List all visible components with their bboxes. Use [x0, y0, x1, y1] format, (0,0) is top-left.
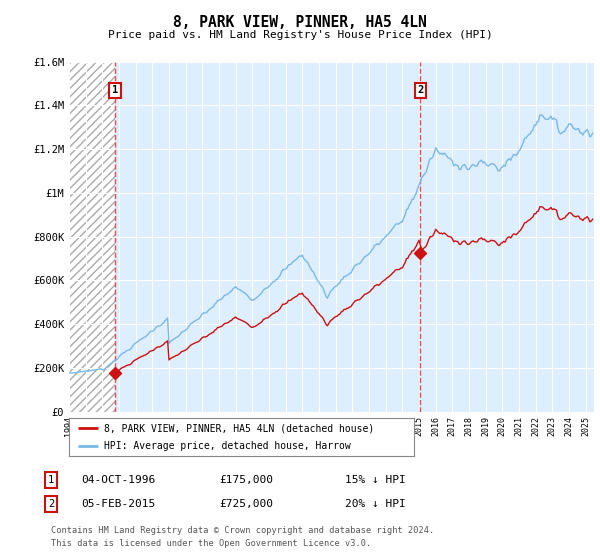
Text: 15% ↓ HPI: 15% ↓ HPI — [345, 475, 406, 485]
Text: £175,000: £175,000 — [219, 475, 273, 485]
Text: 04-OCT-1996: 04-OCT-1996 — [81, 475, 155, 485]
Text: 8, PARK VIEW, PINNER, HA5 4LN: 8, PARK VIEW, PINNER, HA5 4LN — [173, 15, 427, 30]
Text: 05-FEB-2015: 05-FEB-2015 — [81, 499, 155, 509]
Text: 1: 1 — [48, 475, 54, 485]
Text: 1: 1 — [112, 85, 118, 95]
Text: 2: 2 — [48, 499, 54, 509]
Text: Contains HM Land Registry data © Crown copyright and database right 2024.: Contains HM Land Registry data © Crown c… — [51, 526, 434, 535]
Text: 2: 2 — [417, 85, 424, 95]
Bar — [69, 62, 115, 412]
Text: HPI: Average price, detached house, Harrow: HPI: Average price, detached house, Harr… — [104, 441, 350, 451]
Text: £725,000: £725,000 — [219, 499, 273, 509]
Text: This data is licensed under the Open Government Licence v3.0.: This data is licensed under the Open Gov… — [51, 539, 371, 548]
Text: Price paid vs. HM Land Registry's House Price Index (HPI): Price paid vs. HM Land Registry's House … — [107, 30, 493, 40]
Text: 20% ↓ HPI: 20% ↓ HPI — [345, 499, 406, 509]
Text: 8, PARK VIEW, PINNER, HA5 4LN (detached house): 8, PARK VIEW, PINNER, HA5 4LN (detached … — [104, 423, 374, 433]
